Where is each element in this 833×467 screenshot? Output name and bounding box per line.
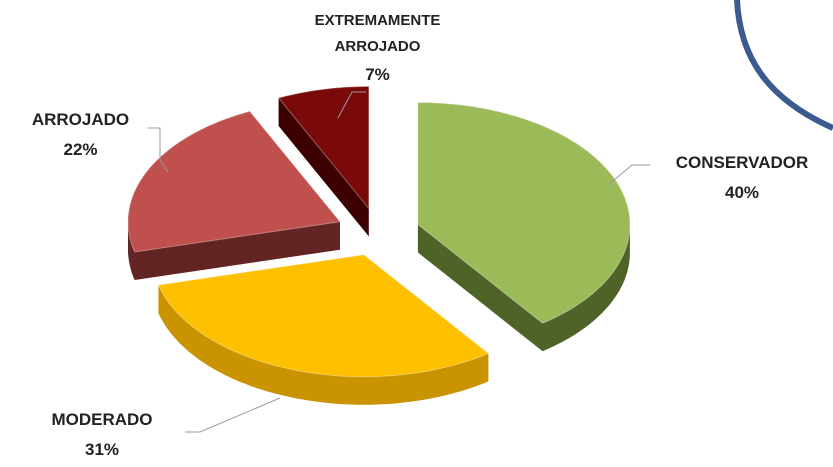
category-name: CONSERVADOR	[675, 153, 809, 172]
category-name: ARROJADO	[31, 110, 130, 129]
category-name: MODERADO	[51, 410, 153, 429]
category-name: EXTREMAMENTE ARROJADO	[314, 12, 441, 55]
slice	[417, 101, 631, 324]
data-label: ARROJADO 22%	[8, 105, 153, 165]
value-label: 7%	[365, 65, 390, 84]
data-label: MODERADO 31%	[22, 405, 182, 465]
decor-arc	[734, 0, 833, 131]
leader-line	[185, 397, 281, 433]
value-label: 31%	[84, 440, 120, 459]
value-label: 40%	[724, 183, 760, 202]
slice	[277, 85, 370, 210]
leader-line	[337, 91, 366, 119]
leader-line	[607, 164, 650, 186]
value-label: 22%	[63, 140, 98, 159]
data-label: EXTREMAMENTE ARROJADO 7%	[290, 8, 465, 90]
slice	[127, 110, 341, 253]
slice	[157, 254, 490, 378]
leader-lines	[148, 91, 650, 433]
data-label: CONSERVADOR 40%	[662, 148, 822, 208]
leader-line	[148, 127, 169, 173]
